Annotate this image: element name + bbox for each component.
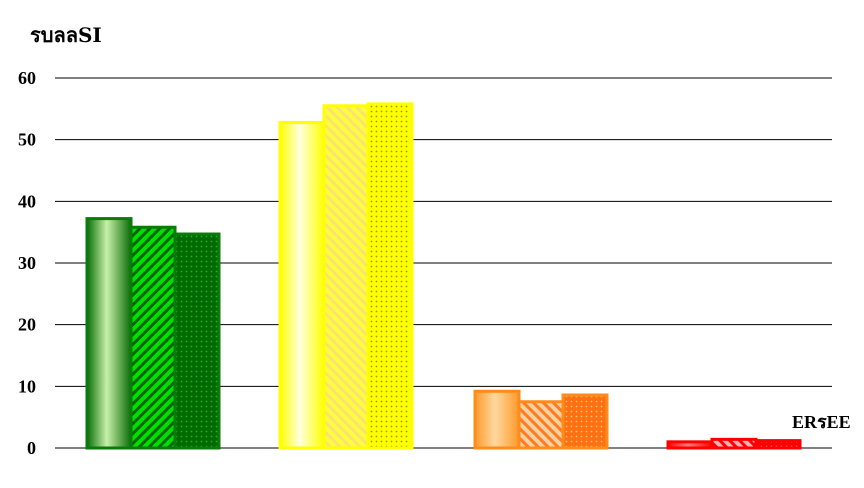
bar-group-2-series-1 [278, 120, 326, 450]
bar-group-1-series-1 [85, 217, 133, 450]
chart-annotation: ERรEE [792, 412, 851, 432]
bar-group-3-series-1 [473, 389, 521, 450]
bar-group-3-series-3 [561, 393, 609, 450]
y-axis-ticks: 0 10 20 30 40 50 60 [18, 68, 36, 458]
bar-group-1-series-3 [173, 232, 221, 450]
bar-group-2-series-2 [322, 104, 370, 450]
y-tick-label: 20 [18, 315, 36, 335]
bar-group-4-series-3 [754, 439, 802, 450]
bar-group-2-series-3 [366, 102, 414, 450]
bar-group-4-series-1 [666, 440, 714, 450]
bars [85, 102, 802, 450]
bar-group-1-series-2 [129, 225, 177, 450]
y-tick-label: 60 [18, 68, 36, 88]
y-tick-label: 40 [18, 191, 36, 211]
y-tick-label: 10 [18, 376, 36, 396]
y-axis-title: รบลลSI [30, 23, 102, 47]
y-tick-label: 50 [18, 130, 36, 150]
y-tick-label: 30 [18, 253, 36, 273]
y-tick-label: 0 [27, 438, 36, 458]
bar-group-4-series-2 [710, 437, 758, 450]
bar-group-3-series-2 [517, 400, 565, 450]
